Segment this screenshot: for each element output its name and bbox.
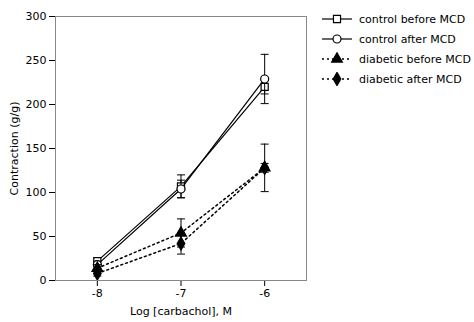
svg-text:100: 100 (26, 186, 47, 199)
html-text:diabetic after MCD: diabetic after MCD (359, 72, 462, 86)
svg-text:-8: -8 (92, 287, 103, 300)
svg-text:200: 200 (26, 98, 47, 111)
svg-text:250: 250 (26, 54, 47, 67)
html-text:diabetic before MCD: diabetic before MCD (359, 52, 471, 66)
svg-text:Log [carbachol], M: Log [carbachol], M (130, 305, 232, 318)
svg-text:50: 50 (33, 230, 47, 243)
svg-text:Contraction (g/g): Contraction (g/g) (8, 102, 21, 196)
svg-text:-7: -7 (176, 287, 187, 300)
svg-text:300: 300 (26, 10, 47, 23)
html-text:control before MCD: control before MCD (359, 12, 466, 26)
svg-text:0: 0 (40, 274, 47, 287)
html-text:control after MCD: control after MCD (359, 32, 456, 46)
svg-text:150: 150 (26, 142, 47, 155)
svg-text:-6: -6 (259, 287, 270, 300)
